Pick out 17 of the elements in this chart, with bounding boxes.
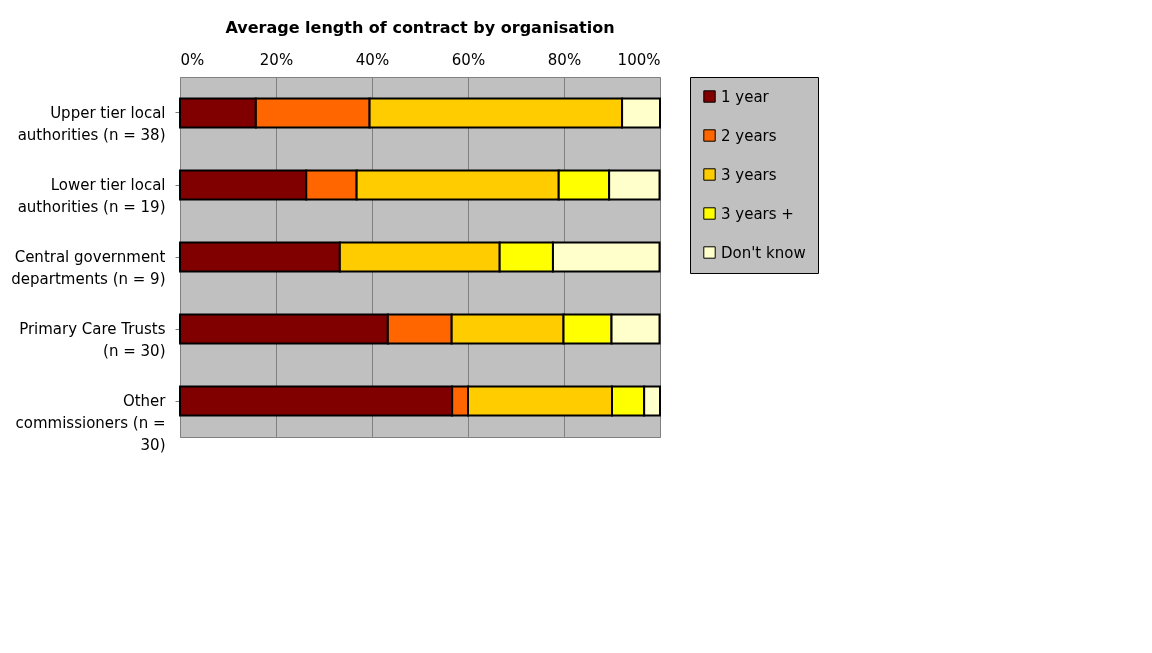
x-tick-label: 60% (451, 50, 486, 69)
y-tick-label: Other commissioners (n = 30) (15, 392, 167, 454)
x-tick-label: 20% (259, 50, 294, 69)
x-tick-label: 0% (180, 50, 205, 69)
legend-label: 3 years (721, 165, 777, 184)
y-tick-label: Lower tier local authorities (n = 19) (17, 176, 166, 216)
x-tick-label: 40% (355, 50, 390, 69)
y-tick-label: Central government departments (n = 9) (11, 248, 166, 288)
legend-label: 3 years + (721, 204, 794, 223)
chart-title: Average length of contract by organisation (225, 18, 615, 37)
legend-label: Don't know (721, 243, 806, 262)
legend-label: 2 years (721, 126, 777, 145)
x-tick-label: 100% (617, 50, 661, 69)
x-tick-label: 80% (547, 50, 582, 69)
legend-label: 1 year (721, 87, 770, 106)
y-tick-label: Primary Care Trusts (n = 30) (19, 320, 166, 360)
y-tick-label: Upper tier local authorities (n = 38) (17, 104, 166, 144)
